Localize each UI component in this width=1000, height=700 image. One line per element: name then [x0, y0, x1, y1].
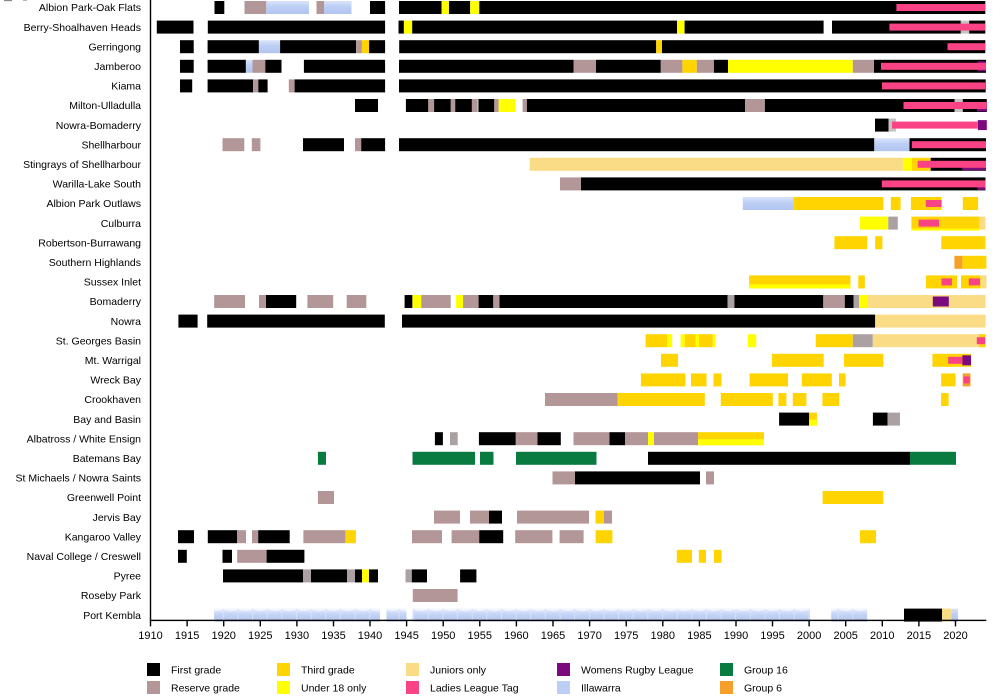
svg-text:1960: 1960 — [504, 630, 528, 642]
svg-text:Albatross / White Ensign: Albatross / White Ensign — [27, 433, 142, 445]
svg-text:1990: 1990 — [724, 630, 748, 642]
svg-text:Group 6: Group 6 — [744, 683, 782, 695]
svg-text:1910: 1910 — [138, 630, 162, 642]
svg-text:Nowra: Nowra — [111, 316, 142, 328]
svg-text:Albion Park Outlaws: Albion Park Outlaws — [46, 198, 141, 210]
svg-text:1930: 1930 — [285, 630, 309, 642]
svg-text:1920: 1920 — [211, 630, 235, 642]
svg-text:1950: 1950 — [431, 630, 455, 642]
svg-text:1965: 1965 — [541, 630, 565, 642]
svg-text:Mt. Warrigal: Mt. Warrigal — [85, 355, 141, 367]
svg-text:Sussex Inlet: Sussex Inlet — [84, 277, 141, 289]
svg-text:Robertson-Burrawang: Robertson-Burrawang — [38, 237, 141, 249]
svg-text:Port Kembla: Port Kembla — [83, 610, 141, 622]
svg-text:Pyree: Pyree — [114, 571, 142, 583]
svg-text:Crookhaven: Crookhaven — [84, 394, 141, 406]
svg-text:St Michaels / Nowra Saints: St Michaels / Nowra Saints — [16, 473, 141, 485]
svg-text:Nowra-Bomaderry: Nowra-Bomaderry — [56, 120, 142, 132]
svg-text:1935: 1935 — [321, 630, 345, 642]
svg-text:Group 16: Group 16 — [744, 665, 788, 677]
svg-text:Jamberoo: Jamberoo — [94, 61, 141, 73]
svg-text:St. Georges Basin: St. Georges Basin — [56, 335, 141, 347]
svg-text:Third grade: Third grade — [301, 665, 355, 677]
svg-text:Milton-Ulladulla: Milton-Ulladulla — [69, 100, 141, 112]
svg-text:2015: 2015 — [907, 630, 931, 642]
svg-text:Roseby Park: Roseby Park — [81, 590, 142, 602]
svg-text:Shellharbour: Shellharbour — [81, 139, 141, 151]
svg-text:Bay and Basin: Bay and Basin — [73, 414, 141, 426]
svg-text:Reserve grade: Reserve grade — [171, 683, 240, 695]
svg-text:Warilla-Lake South: Warilla-Lake South — [53, 179, 141, 191]
svg-text:Berry-Shoalhaven Heads: Berry-Shoalhaven Heads — [24, 22, 141, 34]
svg-text:Batemans Bay: Batemans Bay — [73, 453, 142, 465]
svg-text:Jervis Bay: Jervis Bay — [93, 512, 142, 524]
svg-text:1925: 1925 — [248, 630, 272, 642]
svg-text:1940: 1940 — [358, 630, 382, 642]
svg-text:1915: 1915 — [175, 630, 199, 642]
svg-text:1945: 1945 — [394, 630, 418, 642]
svg-text:Naval College / Creswell: Naval College / Creswell — [27, 551, 141, 563]
svg-text:1970: 1970 — [577, 630, 601, 642]
svg-text:1955: 1955 — [468, 630, 492, 642]
svg-text:1985: 1985 — [687, 630, 711, 642]
svg-text:2020: 2020 — [943, 630, 967, 642]
svg-text:Southern Highlands: Southern Highlands — [49, 257, 141, 269]
svg-text:2010: 2010 — [870, 630, 894, 642]
svg-text:2000: 2000 — [797, 630, 821, 642]
svg-text:Albion Park-Oak Flats: Albion Park-Oak Flats — [39, 2, 141, 14]
svg-text:Womens Rugby League: Womens Rugby League — [581, 665, 694, 677]
svg-text:Ladies League Tag: Ladies League Tag — [430, 683, 519, 695]
svg-text:Under 18 only: Under 18 only — [301, 683, 367, 695]
svg-text:Bomaderry: Bomaderry — [90, 296, 142, 308]
svg-text:Greenwell Point: Greenwell Point — [67, 492, 141, 504]
svg-text:1995: 1995 — [760, 630, 784, 642]
svg-text:Gerringong: Gerringong — [88, 41, 141, 53]
svg-text:Culburra: Culburra — [101, 218, 141, 230]
svg-text:Kiama: Kiama — [111, 81, 141, 93]
svg-text:Illawarra: Illawarra — [581, 683, 621, 695]
svg-text:First grade: First grade — [171, 665, 221, 677]
svg-text:Juniors only: Juniors only — [430, 665, 487, 677]
svg-text:2005: 2005 — [833, 630, 857, 642]
svg-text:1975: 1975 — [614, 630, 638, 642]
svg-text:Kangaroo Valley: Kangaroo Valley — [65, 531, 142, 543]
svg-text:1980: 1980 — [651, 630, 675, 642]
svg-text:Wreck Bay: Wreck Bay — [90, 375, 141, 387]
svg-text:Stingrays of Shellharbour: Stingrays of Shellharbour — [23, 159, 141, 171]
